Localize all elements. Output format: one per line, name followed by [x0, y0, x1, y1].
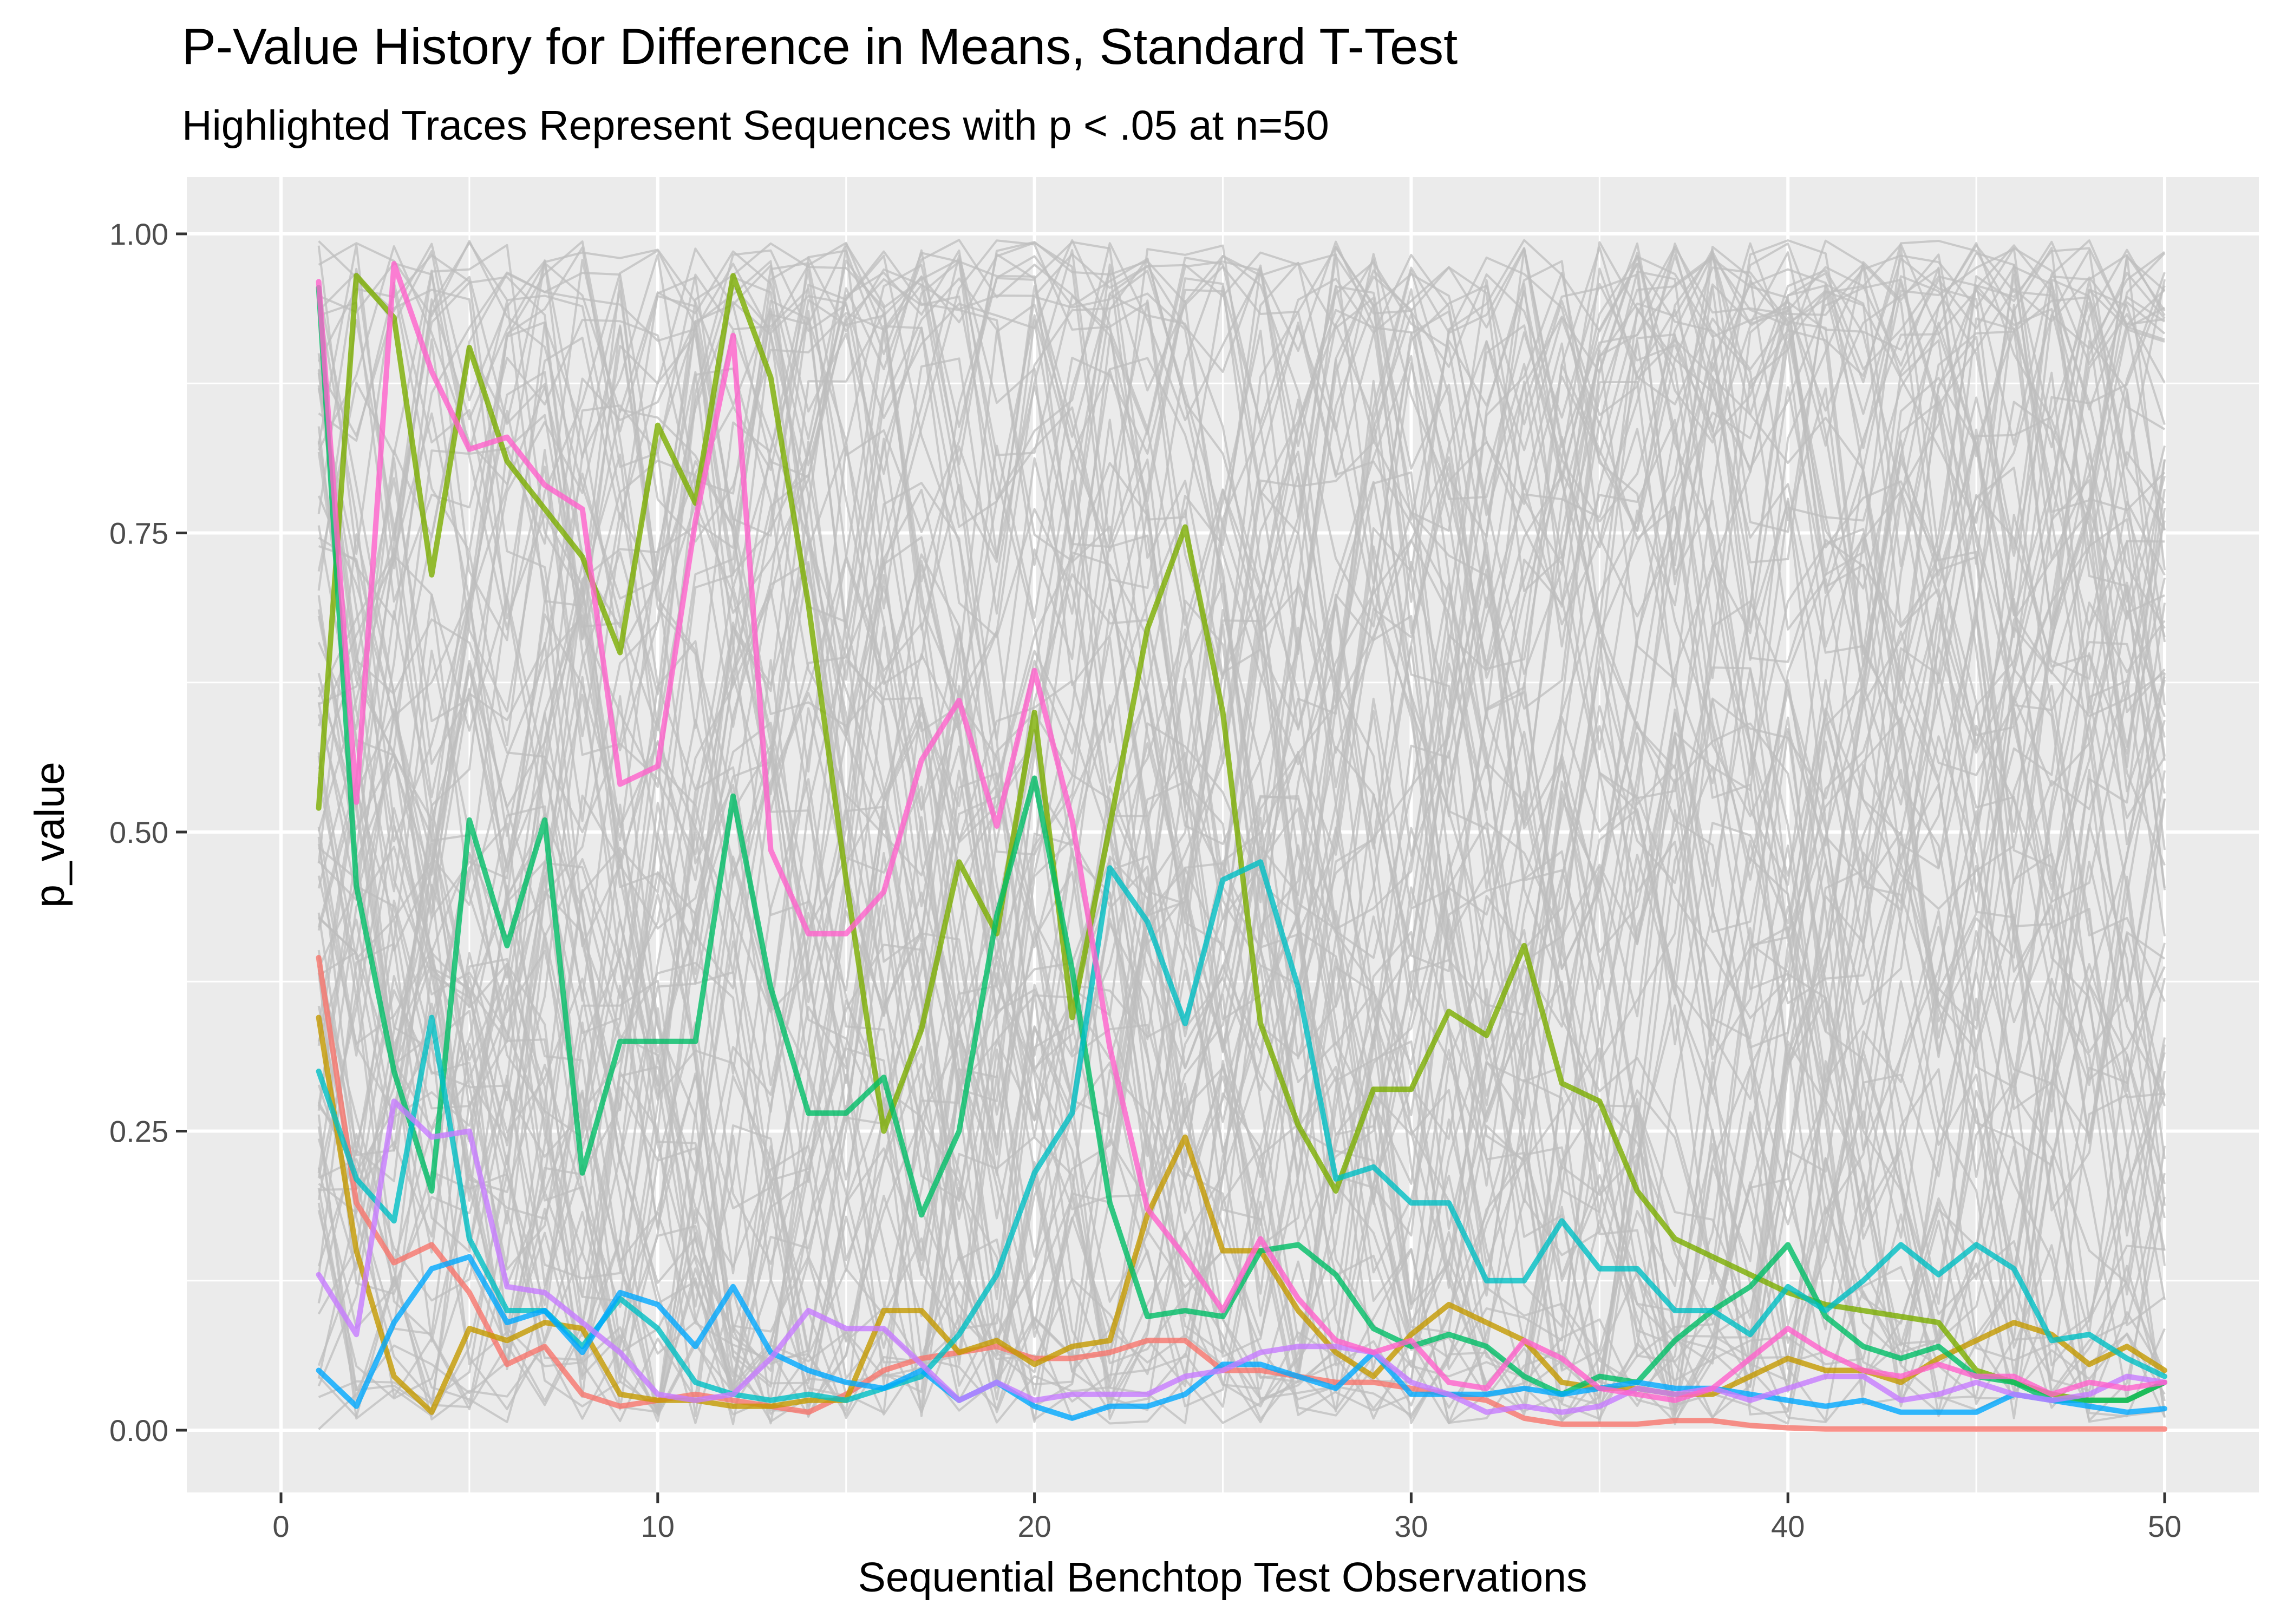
y-tick-label: 0.75 — [109, 516, 168, 551]
x-tick-label: 40 — [1771, 1509, 1805, 1543]
y-axis-title: p_value — [27, 762, 73, 908]
background-trace — [317, 244, 2166, 1417]
background-trace — [318, 489, 2166, 1325]
background-trace — [318, 377, 2166, 1416]
background-trace — [317, 239, 2166, 1402]
chart-title: P-Value History for Difference in Means,… — [182, 18, 1458, 75]
x-tick-label: 0 — [272, 1509, 289, 1543]
highlighted-trace — [316, 261, 2167, 1403]
x-axis-title: Sequential Benchtop Test Observations — [858, 1554, 1587, 1601]
background-trace — [317, 241, 2166, 1106]
background-trace — [317, 247, 2166, 1390]
highlighted-trace — [316, 273, 2167, 1403]
x-tick-label: 10 — [641, 1509, 675, 1543]
highlighted-traces — [316, 261, 2167, 1432]
background-trace — [317, 246, 2166, 1403]
background-trace — [317, 266, 2165, 1086]
background-traces — [317, 239, 2166, 1430]
background-trace — [317, 324, 2166, 1415]
highlighted-trace — [316, 285, 2167, 1403]
background-trace — [317, 371, 2166, 1392]
y-tick-label: 1.00 — [109, 217, 168, 251]
background-trace — [317, 599, 2166, 1411]
highlighted-trace — [316, 859, 2167, 1403]
background-trace — [317, 239, 2166, 1408]
background-trace — [317, 520, 2166, 1425]
highlighted-trace — [316, 1098, 2167, 1415]
background-trace — [318, 263, 2166, 1419]
background-trace — [317, 379, 2166, 1423]
y-tick-label: 0.00 — [109, 1413, 168, 1448]
x-tick-label: 30 — [1394, 1509, 1428, 1543]
background-trace — [318, 249, 2166, 1212]
background-trace — [317, 249, 2166, 1178]
background-trace — [317, 260, 2166, 1405]
background-trace — [317, 244, 2166, 1417]
x-axis: 0 10 20 30 40 50 — [272, 1492, 2181, 1543]
y-tick-label: 0.25 — [109, 1115, 168, 1149]
y-axis: 0.00 0.25 0.50 0.75 1.00 — [109, 217, 187, 1448]
background-trace — [317, 304, 2165, 1367]
background-trace — [318, 246, 2166, 1423]
background-trace — [317, 240, 2166, 1424]
background-trace — [317, 460, 2166, 1418]
background-trace — [317, 401, 2166, 1411]
x-tick-label: 20 — [1017, 1509, 1051, 1543]
highlighted-trace — [316, 955, 2167, 1432]
background-trace — [317, 367, 2166, 1420]
background-trace — [317, 239, 2165, 1052]
background-trace — [317, 239, 2166, 1379]
background-trace — [317, 239, 2166, 1039]
background-trace — [317, 246, 2166, 1423]
x-tick-label: 50 — [2148, 1509, 2181, 1543]
background-trace — [318, 241, 2166, 788]
background-trace — [317, 263, 2165, 1425]
background-trace — [318, 250, 2166, 1402]
y-tick-label: 0.50 — [109, 815, 168, 849]
background-trace — [317, 242, 2166, 1416]
background-trace — [317, 370, 2166, 1410]
background-trace — [317, 252, 2166, 1304]
background-trace — [317, 254, 2166, 1420]
chart-subtitle: Highlighted Traces Represent Sequences w… — [182, 102, 1329, 149]
background-trace — [317, 259, 2166, 1397]
background-trace — [317, 244, 2166, 1415]
